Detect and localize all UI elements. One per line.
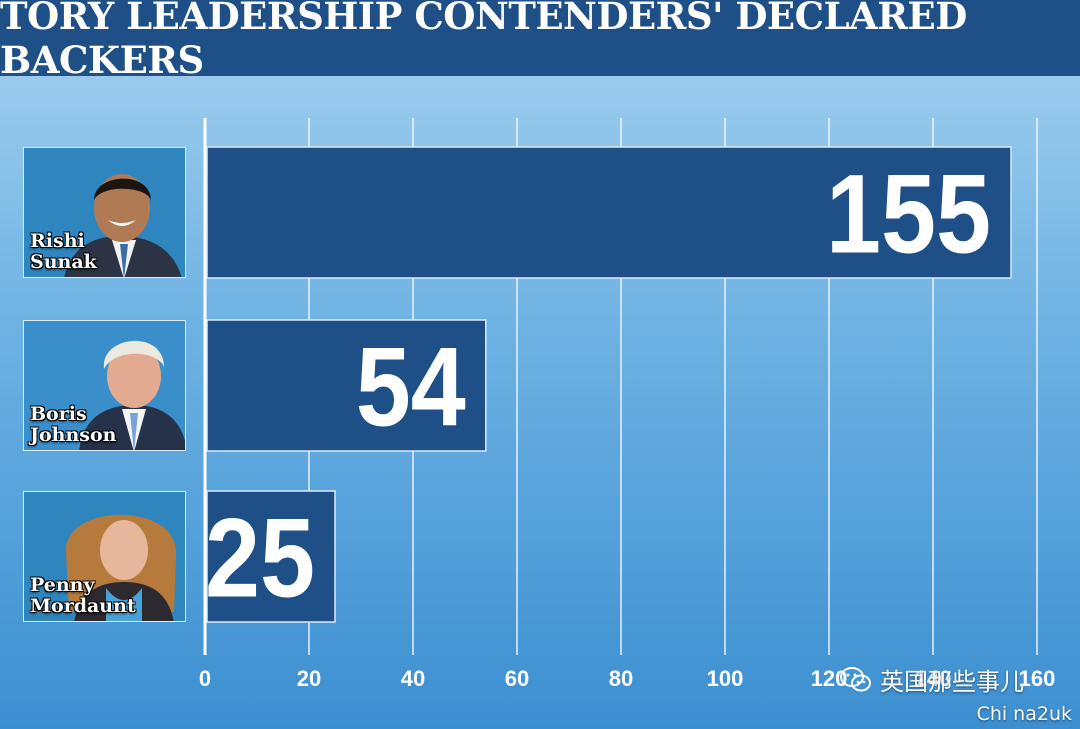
x-tick-label: 80 — [609, 666, 633, 691]
rishi-sunak-photo: Rishi Sunak — [23, 147, 186, 278]
x-tick-label: 140 — [915, 666, 952, 691]
bar — [206, 319, 487, 452]
x-tick-label: 160 — [1019, 666, 1056, 691]
data-label: 155 — [826, 152, 991, 277]
penny-mordaunt-photo: Penny Mordaunt — [23, 491, 186, 622]
candidate-name: Boris Johnson — [30, 403, 117, 446]
bar — [206, 490, 336, 623]
bar — [206, 146, 1012, 279]
candidate-name: Rishi Sunak — [30, 230, 97, 273]
wechat-icon — [840, 666, 872, 694]
x-axis-ticks: 0 20 40 60 80 100 120 140 160 — [199, 666, 1055, 691]
title-bar: TORY LEADERSHIP CONTENDERS' DECLARED BAC… — [0, 0, 1080, 82]
x-tick-label: 60 — [505, 666, 529, 691]
x-tick-label: 0 — [199, 666, 211, 691]
bars: 155 54 25 — [205, 146, 1012, 623]
boris-johnson-photo: Boris Johnson — [23, 320, 186, 451]
x-tick-label: 20 — [297, 666, 321, 691]
chart-title: TORY LEADERSHIP CONTENDERS' DECLARED BAC… — [0, 0, 967, 82]
watermark: 英国那些事儿 — [840, 662, 1024, 697]
candidate-name: Penny Mordaunt — [30, 574, 136, 617]
x-tick-label: 40 — [401, 666, 425, 691]
data-label: 25 — [205, 496, 315, 621]
data-label: 54 — [356, 325, 466, 450]
watermark-text: 英国那些事儿 — [880, 668, 1024, 696]
x-tick-label: 100 — [707, 666, 744, 691]
site-watermark: Chi na2uk — [976, 703, 1072, 725]
